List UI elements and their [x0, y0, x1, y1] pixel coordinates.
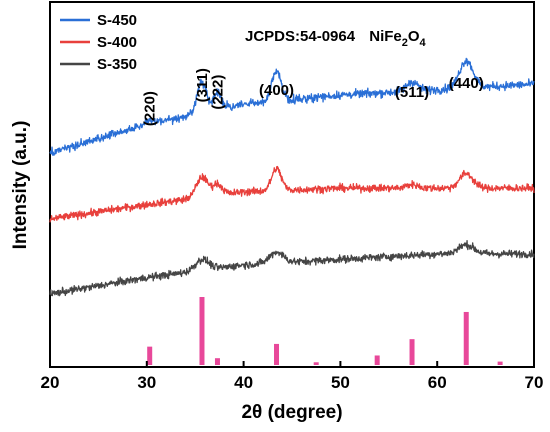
reference-peak-bar	[214, 358, 220, 365]
formula-sub-2: 4	[420, 37, 427, 49]
reference-peak-bar	[463, 311, 469, 365]
legend-label: S-400	[97, 34, 137, 51]
reference-peak-bar	[199, 297, 205, 365]
reference-peak-bar	[374, 355, 380, 365]
plot-frame	[49, 1, 535, 368]
plot-area	[49, 1, 535, 368]
reference-peak-bar	[409, 339, 415, 365]
reference-peaks	[147, 297, 503, 365]
x-tick-label: 30	[137, 373, 156, 392]
plane-label: (311)	[194, 68, 211, 102]
plane-label: (400)	[259, 82, 294, 99]
x-axis-title: 2θ (degree)	[241, 402, 342, 423]
plane-labels: (220) (311)(222) (400) (511) (440)	[142, 68, 484, 126]
series-line-s-400	[49, 165, 535, 223]
formula-mid: O	[408, 28, 420, 45]
legend-label: S-450	[97, 12, 137, 29]
reference-peak-bar	[497, 361, 503, 365]
formula-base: NiFe	[369, 28, 402, 45]
x-tick-label: 20	[41, 373, 60, 392]
reference-card: JCPDS:54-0964	[245, 28, 356, 45]
series-lines	[49, 57, 535, 297]
x-ticks: 20 30 40 50 60 70	[41, 361, 544, 392]
plane-label: (440)	[449, 75, 484, 92]
legend-label: S-350	[97, 56, 137, 73]
plane-label: (511)	[395, 84, 429, 101]
reference-peak-bar	[313, 362, 319, 365]
series-line-s-350	[49, 239, 535, 297]
series-line-s-450	[49, 57, 535, 156]
y-axis-title: Intensity (a.u.)	[10, 121, 31, 250]
reference-card-label: JCPDS:54-0964 NiFe2O4	[245, 28, 427, 49]
x-tick-label: 50	[331, 373, 350, 392]
x-tick-label: 70	[525, 373, 544, 392]
legend: S-450 S-400 S-350	[60, 12, 137, 73]
reference-peak-bar	[147, 346, 153, 365]
x-tick-label: 60	[428, 373, 447, 392]
plane-label: (220)	[142, 91, 159, 126]
x-tick-label: 40	[234, 373, 253, 392]
reference-peak-bar	[274, 343, 280, 365]
plane-label: (222)	[209, 75, 226, 110]
formula-sub-1: 2	[402, 37, 408, 49]
